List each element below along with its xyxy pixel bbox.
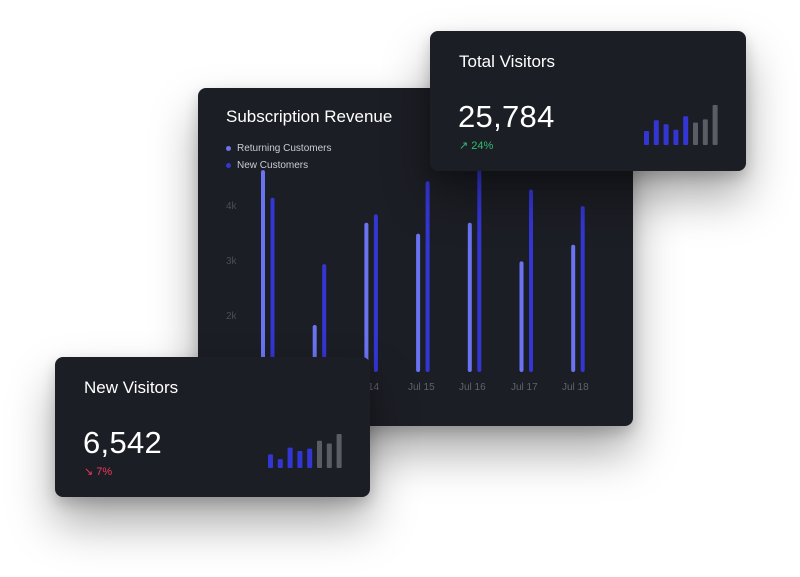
new-visitors-title: New Visitors	[84, 378, 179, 397]
legend-dot-new	[226, 163, 231, 168]
new-visitors-card: New Visitors 6,542 ↘ 7%	[55, 357, 370, 497]
sparkline-bar	[317, 440, 322, 468]
revenue-bar	[580, 206, 585, 372]
sparkline-bar	[693, 122, 698, 145]
new-visitors-delta: ↘ 7%	[84, 466, 113, 478]
legend-dot-returning	[226, 146, 231, 151]
sparkline-bar	[683, 116, 689, 145]
revenue-bar	[364, 222, 369, 372]
new-visitors-sparkline	[268, 434, 342, 468]
sparkline-bar	[307, 448, 313, 468]
revenue-bar	[467, 222, 472, 372]
sparkline-bar	[712, 105, 718, 145]
legend-label-new: New Customers	[237, 160, 309, 171]
sparkline-bar	[277, 459, 283, 468]
sparkline-bar	[702, 119, 708, 145]
revenue-bar-chart	[261, 164, 585, 372]
sparkline-bar	[663, 124, 669, 145]
sparkline-bar	[673, 129, 679, 145]
revenue-bar	[270, 197, 275, 372]
revenue-bar	[261, 170, 265, 372]
sparkline-bar	[326, 443, 332, 468]
total-visitors-delta: ↗ 24%	[459, 140, 494, 152]
total-visitors-card: Total Visitors 25,784 ↗ 24%	[430, 31, 746, 171]
y-tick-3k: 3k	[226, 256, 237, 267]
y-tick-4k: 4k	[226, 201, 237, 212]
total-visitors-title: Total Visitors	[459, 52, 556, 71]
revenue-bar	[373, 214, 378, 372]
revenue-bar	[529, 189, 533, 372]
x-tick-jul-17: Jul 17	[511, 382, 538, 393]
new-visitors-value: 6,542	[83, 425, 163, 460]
sparkline-bar	[297, 451, 303, 468]
revenue-bar	[477, 164, 482, 372]
x-tick-jul-18: Jul 18	[562, 382, 589, 393]
sparkline-bar	[653, 120, 659, 145]
revenue-bar	[571, 244, 576, 372]
revenue-bar	[519, 261, 524, 372]
revenue-bar	[322, 264, 327, 372]
revenue-title: Subscription Revenue	[226, 107, 393, 126]
sparkline-bar	[644, 131, 649, 145]
sparkline-bar	[336, 434, 342, 468]
x-tick-jul-16: Jul 16	[459, 382, 486, 393]
y-tick-2k: 2k	[226, 311, 237, 322]
total-visitors-value: 25,784	[458, 99, 555, 134]
revenue-bar	[416, 233, 421, 372]
legend-item-returning: Returning Customers	[226, 143, 331, 154]
total-visitors-sparkline	[644, 105, 718, 145]
legend-item-new: New Customers	[226, 160, 308, 171]
sparkline-bar	[287, 447, 293, 468]
x-tick-jul-15: Jul 15	[408, 382, 435, 393]
revenue-bar	[425, 181, 430, 372]
x-tick-14: 14	[368, 382, 380, 393]
legend-label-returning: Returning Customers	[237, 143, 332, 154]
sparkline-bar	[268, 454, 273, 468]
